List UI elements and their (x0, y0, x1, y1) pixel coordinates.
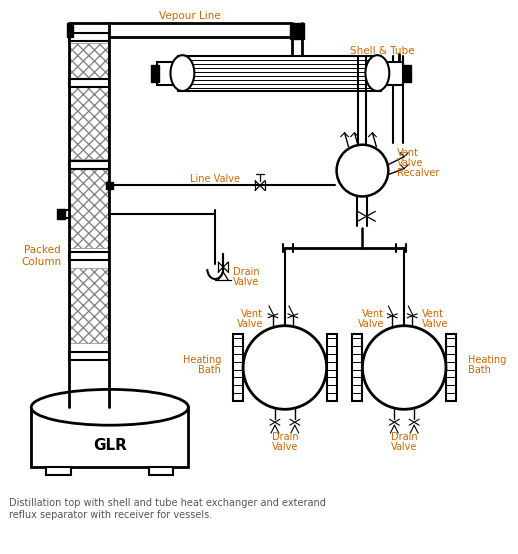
Bar (385, 62, 403, 85)
Bar (327, 334, 337, 401)
Text: Line Valve: Line Valve (190, 173, 240, 183)
Text: GLR: GLR (93, 438, 127, 453)
Text: Valve: Valve (391, 442, 418, 452)
Ellipse shape (365, 55, 390, 91)
Bar (149, 467, 174, 475)
Text: Vent: Vent (362, 309, 384, 319)
Text: Shell & Tube: Shell & Tube (350, 46, 414, 56)
Circle shape (243, 326, 327, 409)
Bar (403, 65, 411, 82)
Text: Heating: Heating (183, 355, 221, 365)
Bar (69, 352, 109, 360)
Bar (178, 56, 381, 91)
Bar (290, 23, 304, 39)
Bar (70, 87, 108, 158)
Bar (106, 182, 113, 189)
Text: Drain: Drain (391, 432, 418, 442)
Ellipse shape (170, 55, 194, 91)
Bar (69, 252, 109, 260)
Bar (67, 23, 73, 37)
Text: Valve: Valve (233, 277, 260, 287)
Bar (151, 65, 159, 82)
Circle shape (363, 326, 446, 409)
Text: Valve: Valve (237, 319, 263, 329)
Bar (31, 407, 189, 467)
Text: Valve: Valve (397, 158, 424, 168)
Bar (46, 467, 71, 475)
Bar (156, 62, 175, 85)
Text: Vent: Vent (241, 309, 263, 319)
Text: Bath: Bath (198, 365, 221, 375)
Text: Recalver: Recalver (397, 167, 440, 178)
Bar (69, 79, 109, 87)
Circle shape (337, 145, 388, 197)
Bar (70, 43, 108, 111)
Text: Distillation top with shell and tube heat exchanger and exterand: Distillation top with shell and tube hea… (9, 498, 326, 508)
Text: Bath: Bath (468, 365, 491, 375)
Bar (233, 334, 243, 401)
Bar (70, 268, 108, 342)
Text: Packed: Packed (24, 245, 61, 255)
Bar (57, 209, 65, 219)
Text: Vent: Vent (422, 309, 444, 319)
Bar (69, 33, 109, 41)
Text: Vent: Vent (397, 148, 419, 158)
Bar (446, 334, 456, 401)
Bar (69, 399, 109, 407)
Text: Vepour Line: Vepour Line (160, 12, 221, 22)
Text: Drain: Drain (271, 432, 298, 442)
Text: Valve: Valve (422, 319, 449, 329)
Bar (70, 168, 108, 248)
Bar (352, 334, 363, 401)
Text: Column: Column (21, 257, 61, 267)
Bar (69, 161, 109, 168)
Text: Valve: Valve (358, 319, 384, 329)
Ellipse shape (31, 389, 189, 425)
Text: reflux separator with receiver for vessels.: reflux separator with receiver for vesse… (9, 510, 212, 520)
Text: Valve: Valve (271, 442, 298, 452)
Text: Drain: Drain (233, 267, 260, 277)
Text: Heating: Heating (468, 355, 506, 365)
